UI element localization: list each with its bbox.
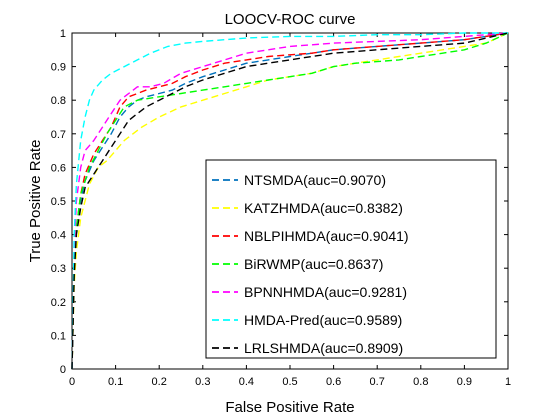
legend-box xyxy=(205,159,497,359)
y-tick-label: 0.5 xyxy=(51,196,66,208)
y-axis: 0 0.1 0.2 0.3 0.4 0.5 0.6 0.7 0.8 0.9 1 xyxy=(51,28,508,376)
y-tick-label: 0.2 xyxy=(51,297,66,309)
series-line-2 xyxy=(71,32,509,370)
legend-label: HMDA-Pred(auc=0.9589) xyxy=(244,312,402,328)
legend: NTSMDA(auc=0.9070) KATZHMDA(auc=0.8382) NB… xyxy=(205,159,497,359)
y-tick-label: 0.4 xyxy=(51,230,66,242)
chart-title: LOOCV-ROC curve xyxy=(225,11,356,28)
y-tick-label: 0.1 xyxy=(51,330,66,342)
y-tick-label: 0 xyxy=(60,364,66,376)
legend-label: BiRWMP(auc=0.8637) xyxy=(244,256,383,272)
y-tick-label: 0.7 xyxy=(51,129,66,141)
x-tick-label: 0.7 xyxy=(370,376,385,388)
y-tick-label: 0.8 xyxy=(51,95,66,107)
x-tick-label: 0.8 xyxy=(413,376,428,388)
legend-label: NBLPIHMDA(auc=0.9041) xyxy=(244,228,409,244)
x-tick-label: 0.2 xyxy=(152,376,167,388)
series-line-1 xyxy=(71,32,509,370)
series-line-3 xyxy=(71,32,509,370)
x-tick-label: 0.4 xyxy=(239,376,254,388)
y-tick-label: 0.3 xyxy=(51,263,66,275)
series-lines xyxy=(71,32,509,370)
x-tick-label: 0.3 xyxy=(195,376,210,388)
x-tick-label: 0.1 xyxy=(108,376,123,388)
x-tick-label: 0.5 xyxy=(282,376,297,388)
series-line-6 xyxy=(71,32,508,370)
x-tick-label: 0.6 xyxy=(326,376,341,388)
y-tick-label: 0.9 xyxy=(51,62,66,74)
x-axis: 0 0.1 0.2 0.3 0.4 0.5 0.6 0.7 0.8 0.9 1 xyxy=(69,33,511,388)
legend-label: NTSMDA(auc=0.9070) xyxy=(244,172,386,188)
series-line-4 xyxy=(71,32,509,370)
x-axis-label: False Positive Rate xyxy=(225,399,354,416)
x-tick-label: 1 xyxy=(505,376,511,388)
legend-label: BPNNHMDA(auc=0.9281) xyxy=(244,284,407,300)
y-axis-label: True Positive Rate xyxy=(27,140,44,263)
y-tick-label: 1 xyxy=(60,28,66,40)
legend-label: KATZHMDA(auc=0.8382) xyxy=(244,200,403,216)
x-tick-label: 0.9 xyxy=(457,376,472,388)
y-tick-label: 0.6 xyxy=(51,162,66,174)
series-line-7 xyxy=(71,32,509,370)
x-tick-label: 0 xyxy=(69,376,75,388)
legend-label: LRLSHMDA(auc=0.8909) xyxy=(244,340,403,356)
